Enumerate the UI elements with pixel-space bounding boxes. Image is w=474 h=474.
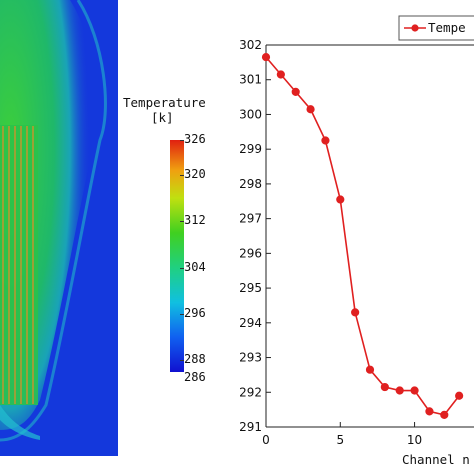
data-point bbox=[276, 70, 285, 79]
y-tick-label: 298 bbox=[239, 177, 262, 191]
colorbar-tick-mark bbox=[180, 221, 184, 223]
colorbar-tick-label: 304 bbox=[184, 259, 206, 274]
legend-label: Tempe bbox=[428, 20, 466, 35]
y-tick-label: 297 bbox=[239, 212, 262, 226]
data-point bbox=[380, 382, 389, 392]
colorbar-unit: [k] bbox=[151, 110, 174, 125]
colorbar-title: Temperature bbox=[123, 95, 206, 110]
line-chart: 291 292 293 294 295 296 297 298 299 300 301 302 0 5 1… bbox=[239, 15, 474, 467]
colorbar-tick-label: 326 bbox=[184, 132, 206, 146]
data-point bbox=[365, 365, 375, 374]
data-point bbox=[321, 136, 330, 145]
x-tick-label: 10 bbox=[407, 433, 422, 447]
bottom-wake bbox=[0, 405, 40, 440]
data-point bbox=[336, 195, 345, 204]
y-tick-label: 293 bbox=[239, 351, 262, 365]
colorbar-tick-label: 288 bbox=[184, 352, 206, 367]
colorbar-tick-mark bbox=[180, 140, 184, 141]
y-tick-label: 295 bbox=[239, 281, 262, 295]
legend-marker bbox=[411, 24, 419, 32]
y-tick-label: 299 bbox=[239, 142, 262, 156]
data-point bbox=[425, 407, 434, 416]
plume-edge bbox=[0, 0, 107, 442]
colorbar-tick-mark bbox=[180, 267, 184, 269]
data-point bbox=[455, 391, 464, 400]
colorbar-tick-mark bbox=[180, 314, 184, 315]
x-axis-label: Channel n bbox=[402, 452, 470, 467]
data-point bbox=[395, 386, 404, 395]
y-tick-label: 294 bbox=[239, 316, 262, 330]
colorbar-tick-label: 296 bbox=[184, 306, 206, 320]
heat-core bbox=[0, 125, 38, 405]
data-point bbox=[306, 105, 315, 114]
colorbar: Temperature [k] 326 320 312 304 296 288 286 bbox=[118, 95, 228, 395]
x-tick-label: 5 bbox=[336, 433, 344, 447]
y-tick-label: 300 bbox=[239, 107, 262, 121]
colorbar-tick-label: 286 bbox=[184, 370, 206, 384]
data-point bbox=[351, 308, 360, 317]
data-point bbox=[261, 53, 271, 62]
colorbar-tick-mark bbox=[180, 174, 184, 176]
y-tick-label: 301 bbox=[239, 73, 262, 87]
x-tick-label: 0 bbox=[262, 433, 270, 447]
fin-lines bbox=[2, 126, 34, 404]
y-tick-label: 291 bbox=[239, 420, 262, 434]
temperature-contour-plot bbox=[0, 0, 118, 456]
y-tick-label: 292 bbox=[239, 385, 262, 399]
data-point bbox=[291, 87, 300, 96]
y-tick-label: 296 bbox=[239, 246, 262, 260]
data-point bbox=[440, 410, 449, 419]
y-tick-label: 302 bbox=[239, 38, 262, 52]
data-point bbox=[410, 386, 419, 395]
colorbar-tick-label: 312 bbox=[184, 213, 206, 228]
series-line bbox=[265, 56, 460, 416]
colorbar-tick-label: 320 bbox=[184, 166, 206, 181]
colorbar-tick-mark bbox=[180, 360, 184, 362]
